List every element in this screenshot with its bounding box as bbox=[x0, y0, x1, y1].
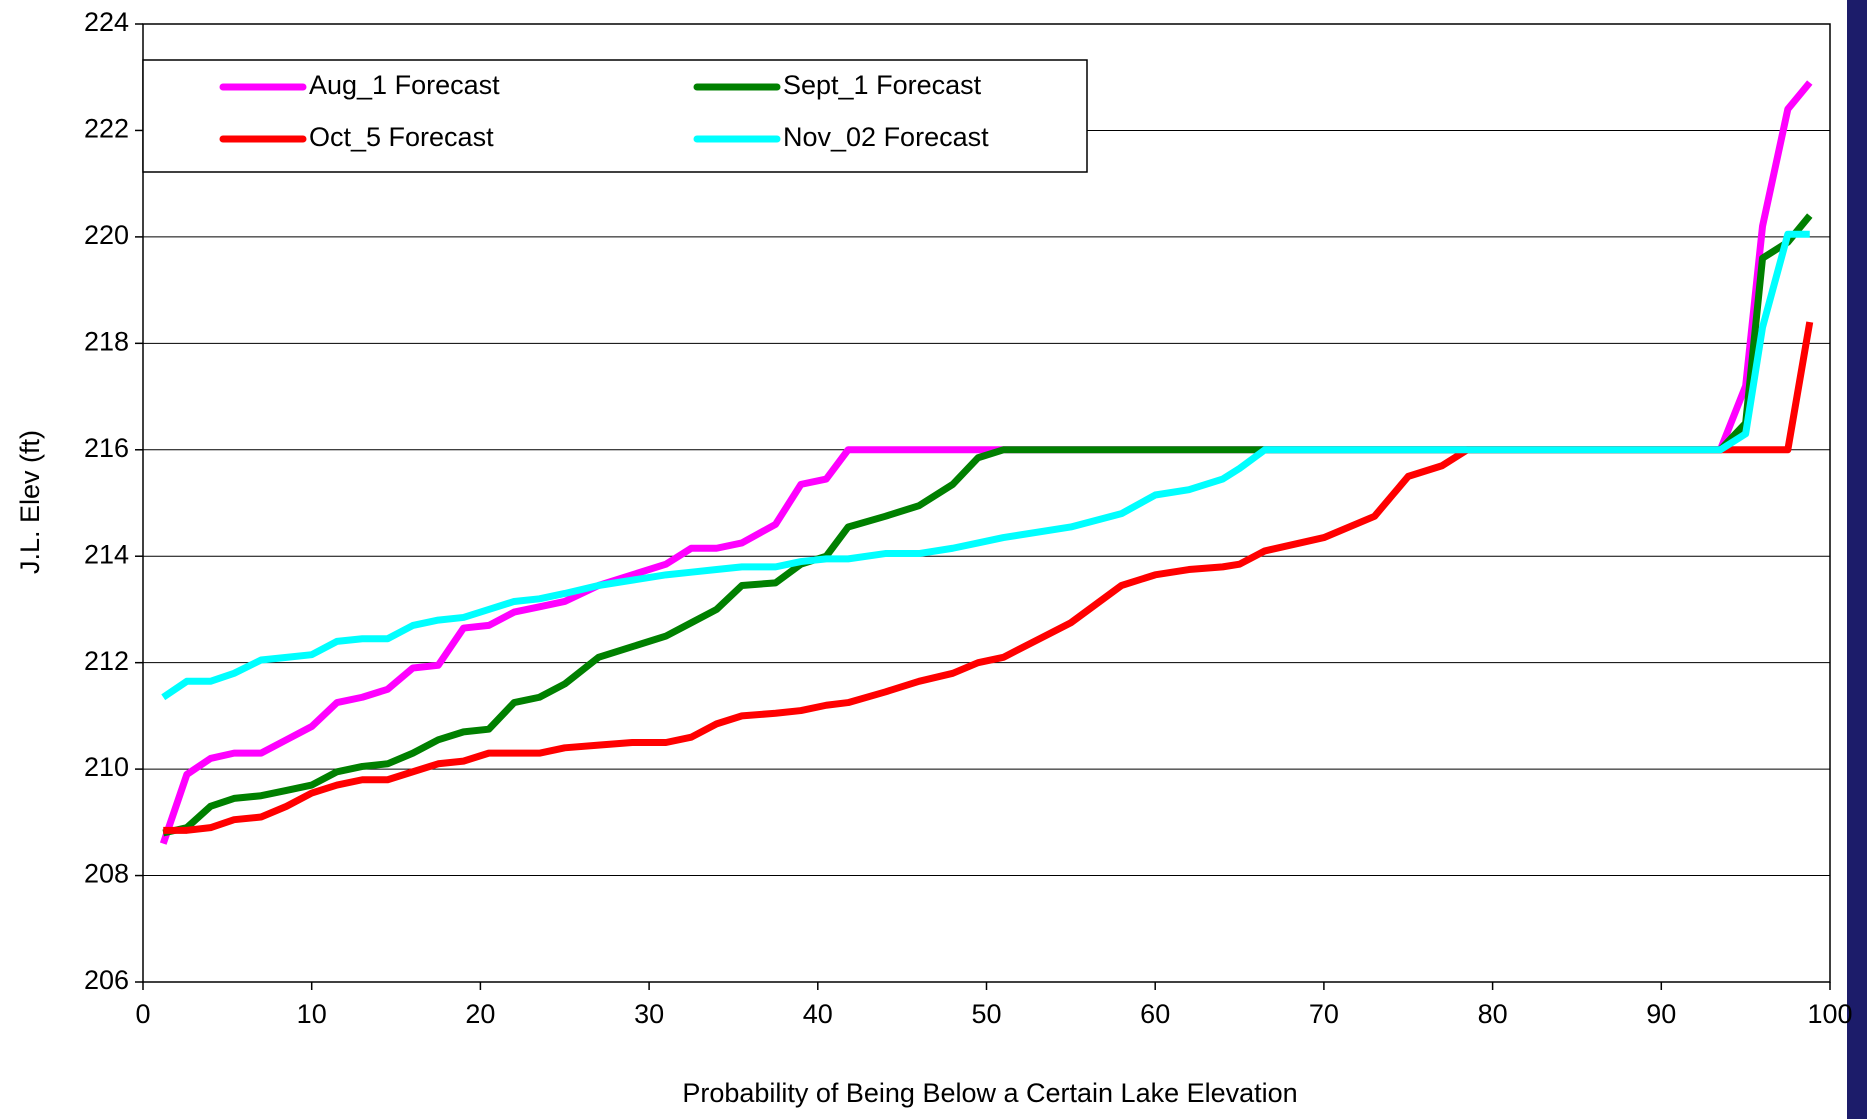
legend-label: Nov_02 Forecast bbox=[783, 122, 989, 152]
x-tick-label: 20 bbox=[465, 999, 495, 1029]
x-tick-label: 40 bbox=[803, 999, 833, 1029]
x-tick-label: 10 bbox=[297, 999, 327, 1029]
y-tick-label: 206 bbox=[84, 965, 129, 995]
legend-box bbox=[142, 59, 1088, 173]
side-strip bbox=[1847, 0, 1867, 1119]
legend-label: Oct_5 Forecast bbox=[309, 122, 494, 152]
y-tick-label: 218 bbox=[84, 326, 129, 356]
y-tick-label: 216 bbox=[84, 433, 129, 463]
y-tick-label: 212 bbox=[84, 646, 129, 676]
y-tick-label: 208 bbox=[84, 859, 129, 889]
series-line bbox=[162, 213, 1813, 837]
x-tick-label: 70 bbox=[1309, 999, 1339, 1029]
x-tick-label: 0 bbox=[135, 999, 150, 1029]
x-tick-label: 90 bbox=[1646, 999, 1676, 1029]
series-line bbox=[161, 230, 1810, 701]
legend-label: Sept_1 Forecast bbox=[783, 70, 982, 100]
x-tick-label: 80 bbox=[1478, 999, 1508, 1029]
x-tick-label: 50 bbox=[971, 999, 1001, 1029]
legend-label: Aug_1 Forecast bbox=[309, 70, 500, 100]
x-tick-label: 30 bbox=[634, 999, 664, 1029]
plot-frame bbox=[142, 23, 1831, 983]
y-axis-label: J.L. Elev (ft) bbox=[15, 430, 45, 574]
series-line bbox=[163, 321, 1814, 834]
x-axis-label: Probability of Being Below a Certain Lak… bbox=[682, 1078, 1297, 1108]
y-tick-label: 214 bbox=[84, 539, 129, 569]
series-line bbox=[159, 80, 1813, 845]
y-tick-label: 210 bbox=[84, 752, 129, 782]
y-tick-label: 224 bbox=[84, 7, 129, 37]
x-tick-label: 60 bbox=[1140, 999, 1170, 1029]
x-tick-label: 100 bbox=[1807, 999, 1852, 1029]
y-tick-label: 220 bbox=[84, 220, 129, 250]
y-tick-label: 222 bbox=[84, 114, 129, 144]
